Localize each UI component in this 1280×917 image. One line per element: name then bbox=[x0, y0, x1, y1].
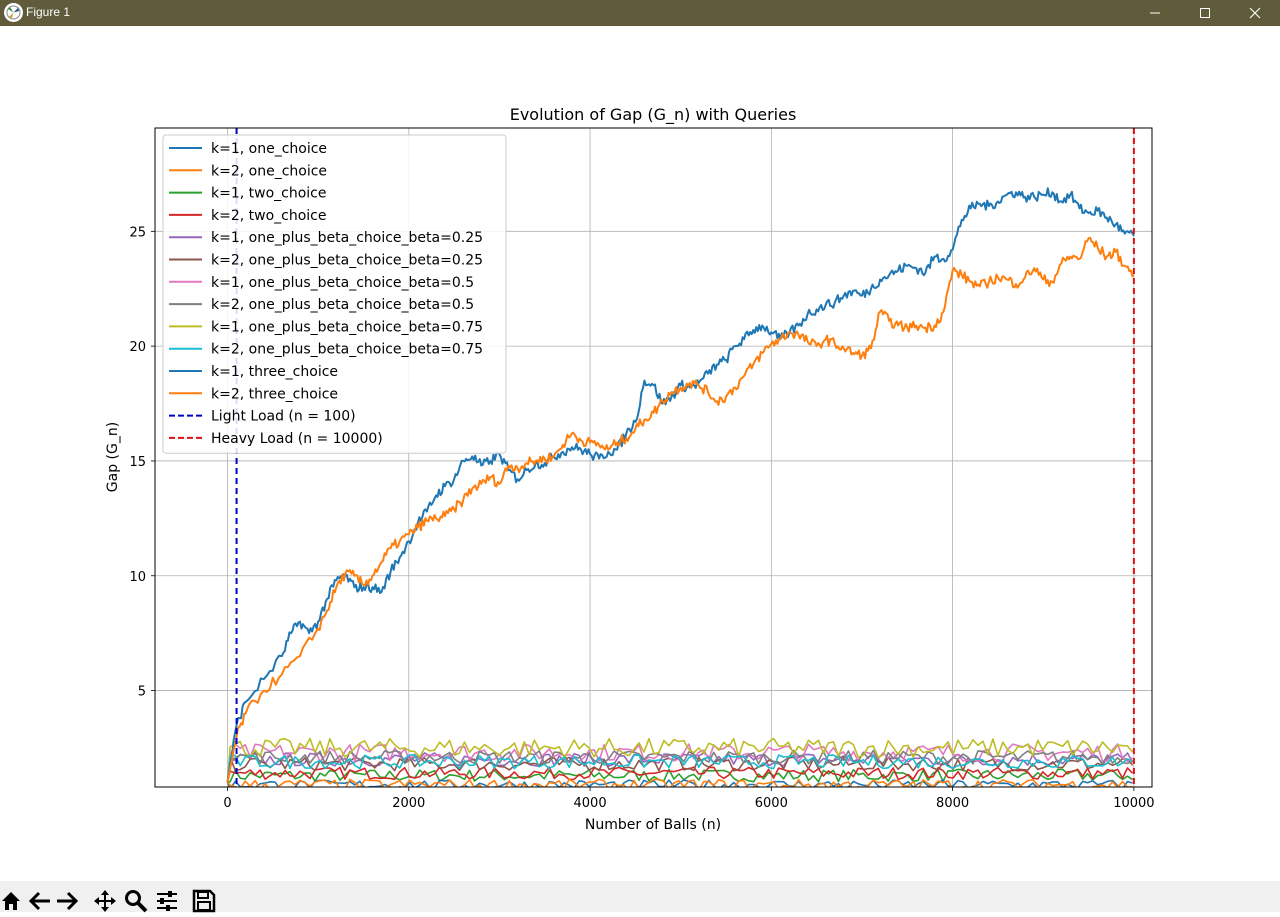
y-axis-label: Gap (G_n) bbox=[105, 422, 121, 492]
legend-label: k=1, one_choice bbox=[211, 141, 327, 157]
legend-box bbox=[162, 134, 507, 454]
x-tick-label: 2000 bbox=[392, 796, 425, 811]
legend: k=1, one_choice k=2, one_choice k=1, two_c… bbox=[162, 134, 507, 454]
series-line bbox=[226, 754, 1133, 783]
axes-frame bbox=[154, 127, 1153, 788]
navigation-toolbar bbox=[0, 881, 1280, 913]
series-line bbox=[226, 778, 1133, 787]
y-tick-label: 25 bbox=[129, 225, 146, 240]
legend-label: k=2, one_choice bbox=[211, 163, 327, 179]
legend-label: k=1, one_plus_beta_choice_beta=0.75 bbox=[211, 319, 483, 335]
zoom-button[interactable] bbox=[124, 889, 148, 913]
y-tick-label: 15 bbox=[129, 455, 146, 470]
maximize-icon bbox=[1200, 8, 1210, 18]
x-tick-label: 0 bbox=[223, 796, 231, 811]
x-tick-label: 4000 bbox=[574, 796, 607, 811]
chart-title: Evolution of Gap (G_n) with Queries bbox=[510, 105, 797, 125]
forward-icon bbox=[57, 891, 79, 911]
series-line bbox=[226, 766, 1134, 783]
matplotlib-icon bbox=[4, 3, 23, 22]
legend-label: k=1, one_plus_beta_choice_beta=0.25 bbox=[211, 230, 483, 246]
series-line bbox=[226, 236, 1135, 783]
save-button[interactable] bbox=[192, 889, 216, 913]
back-button[interactable] bbox=[28, 889, 52, 913]
maximize-button[interactable] bbox=[1182, 0, 1228, 26]
minimize-icon bbox=[1150, 12, 1160, 14]
y-tick-label: 20 bbox=[129, 340, 146, 355]
axis-ticks: 0 2000 4000 6000 8000 10000 5 10 15 20 25 bbox=[129, 225, 1154, 811]
legend-label: Light Load (n = 100) bbox=[211, 409, 356, 425]
zoom-icon bbox=[125, 890, 148, 913]
x-tick-label: 8000 bbox=[936, 796, 969, 811]
back-icon bbox=[28, 891, 50, 911]
minimize-button[interactable] bbox=[1132, 0, 1178, 26]
save-icon bbox=[192, 889, 216, 913]
legend-label: k=1, three_choice bbox=[211, 364, 338, 380]
close-icon bbox=[1249, 7, 1261, 19]
pan-icon bbox=[94, 890, 116, 912]
main-series bbox=[226, 187, 1135, 783]
legend-label: k=1, two_choice bbox=[211, 186, 327, 202]
forward-button[interactable] bbox=[55, 889, 79, 913]
x-axis-label: Number of Balls (n) bbox=[585, 817, 721, 833]
configure-subplots-button[interactable] bbox=[155, 889, 179, 913]
close-button[interactable] bbox=[1232, 0, 1278, 26]
x-tick-label: 10000 bbox=[1113, 796, 1154, 811]
series-line bbox=[226, 187, 1135, 783]
home-button[interactable] bbox=[0, 889, 24, 913]
legend-label: k=2, one_plus_beta_choice_beta=0.75 bbox=[211, 342, 483, 358]
series-line bbox=[226, 737, 1134, 783]
x-tick-label: 6000 bbox=[755, 796, 788, 811]
y-tick-label: 10 bbox=[129, 570, 146, 585]
legend-label: k=1, one_plus_beta_choice_beta=0.5 bbox=[211, 275, 474, 291]
figure-canvas: 0 2000 4000 6000 8000 10000 5 10 15 20 25 Evolutio… bbox=[105, 105, 1155, 833]
legend-label: Heavy Load (n = 10000) bbox=[211, 431, 383, 447]
window-title: Figure 1 bbox=[26, 5, 71, 19]
pan-button[interactable] bbox=[93, 889, 117, 913]
window-titlebar: Figure 1 bbox=[0, 0, 1280, 26]
legend-label: k=2, one_plus_beta_choice_beta=0.5 bbox=[211, 297, 474, 313]
y-tick-label: 5 bbox=[138, 685, 146, 700]
home-icon bbox=[2, 892, 20, 910]
legend-label: k=2, three_choice bbox=[211, 386, 338, 402]
legend-label: k=2, one_plus_beta_choice_beta=0.25 bbox=[211, 253, 483, 269]
configure-subplots-icon bbox=[157, 891, 177, 911]
legend-label: k=2, two_choice bbox=[211, 208, 327, 224]
